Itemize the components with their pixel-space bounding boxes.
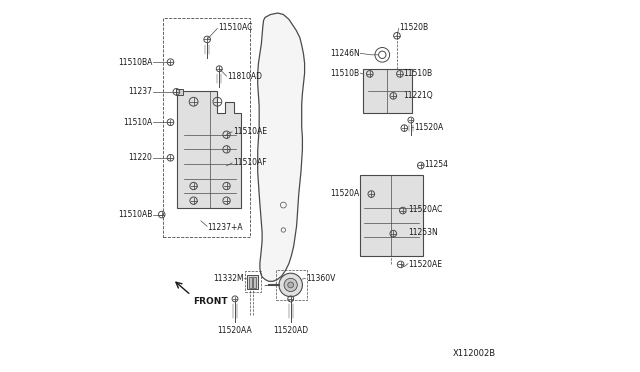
Text: 11221Q: 11221Q bbox=[403, 91, 433, 100]
Text: 11510AB: 11510AB bbox=[118, 210, 152, 219]
Text: 11510B: 11510B bbox=[330, 69, 360, 78]
Polygon shape bbox=[364, 69, 412, 113]
Polygon shape bbox=[258, 13, 305, 281]
Text: 11810AD: 11810AD bbox=[227, 72, 262, 81]
Text: 11520AC: 11520AC bbox=[409, 205, 443, 214]
Text: 11510B: 11510B bbox=[403, 69, 432, 78]
Text: 11220: 11220 bbox=[128, 153, 152, 162]
Text: 11510A: 11510A bbox=[123, 118, 152, 127]
Bar bbox=[248, 275, 258, 289]
Text: 11254: 11254 bbox=[424, 160, 448, 169]
Circle shape bbox=[284, 278, 298, 292]
Text: 11332M: 11332M bbox=[213, 274, 244, 283]
Bar bbox=[177, 89, 183, 95]
Text: 11237: 11237 bbox=[128, 87, 152, 96]
Text: 11520AE: 11520AE bbox=[409, 260, 443, 269]
Text: 11520A: 11520A bbox=[414, 123, 444, 132]
Text: 11510AC: 11510AC bbox=[218, 23, 253, 32]
Text: 11510AF: 11510AF bbox=[233, 158, 266, 167]
Text: 11246N: 11246N bbox=[330, 49, 360, 58]
Text: 11520A: 11520A bbox=[330, 189, 360, 198]
Circle shape bbox=[288, 282, 294, 288]
Text: 11510BA: 11510BA bbox=[118, 58, 152, 67]
Text: 11520AA: 11520AA bbox=[218, 326, 252, 335]
Text: FRONT: FRONT bbox=[193, 296, 228, 306]
Bar bbox=[253, 277, 256, 288]
Text: 11253N: 11253N bbox=[409, 228, 438, 237]
Bar bbox=[249, 277, 252, 288]
Polygon shape bbox=[360, 175, 422, 256]
Text: 11360V: 11360V bbox=[306, 274, 335, 283]
Polygon shape bbox=[177, 91, 241, 208]
Text: 11520AD: 11520AD bbox=[273, 326, 308, 335]
Text: 11510AE: 11510AE bbox=[233, 127, 267, 136]
Text: 11520B: 11520B bbox=[399, 23, 429, 32]
Circle shape bbox=[279, 273, 303, 296]
Text: 11237+A: 11237+A bbox=[207, 222, 243, 231]
Text: X112002B: X112002B bbox=[452, 349, 496, 358]
